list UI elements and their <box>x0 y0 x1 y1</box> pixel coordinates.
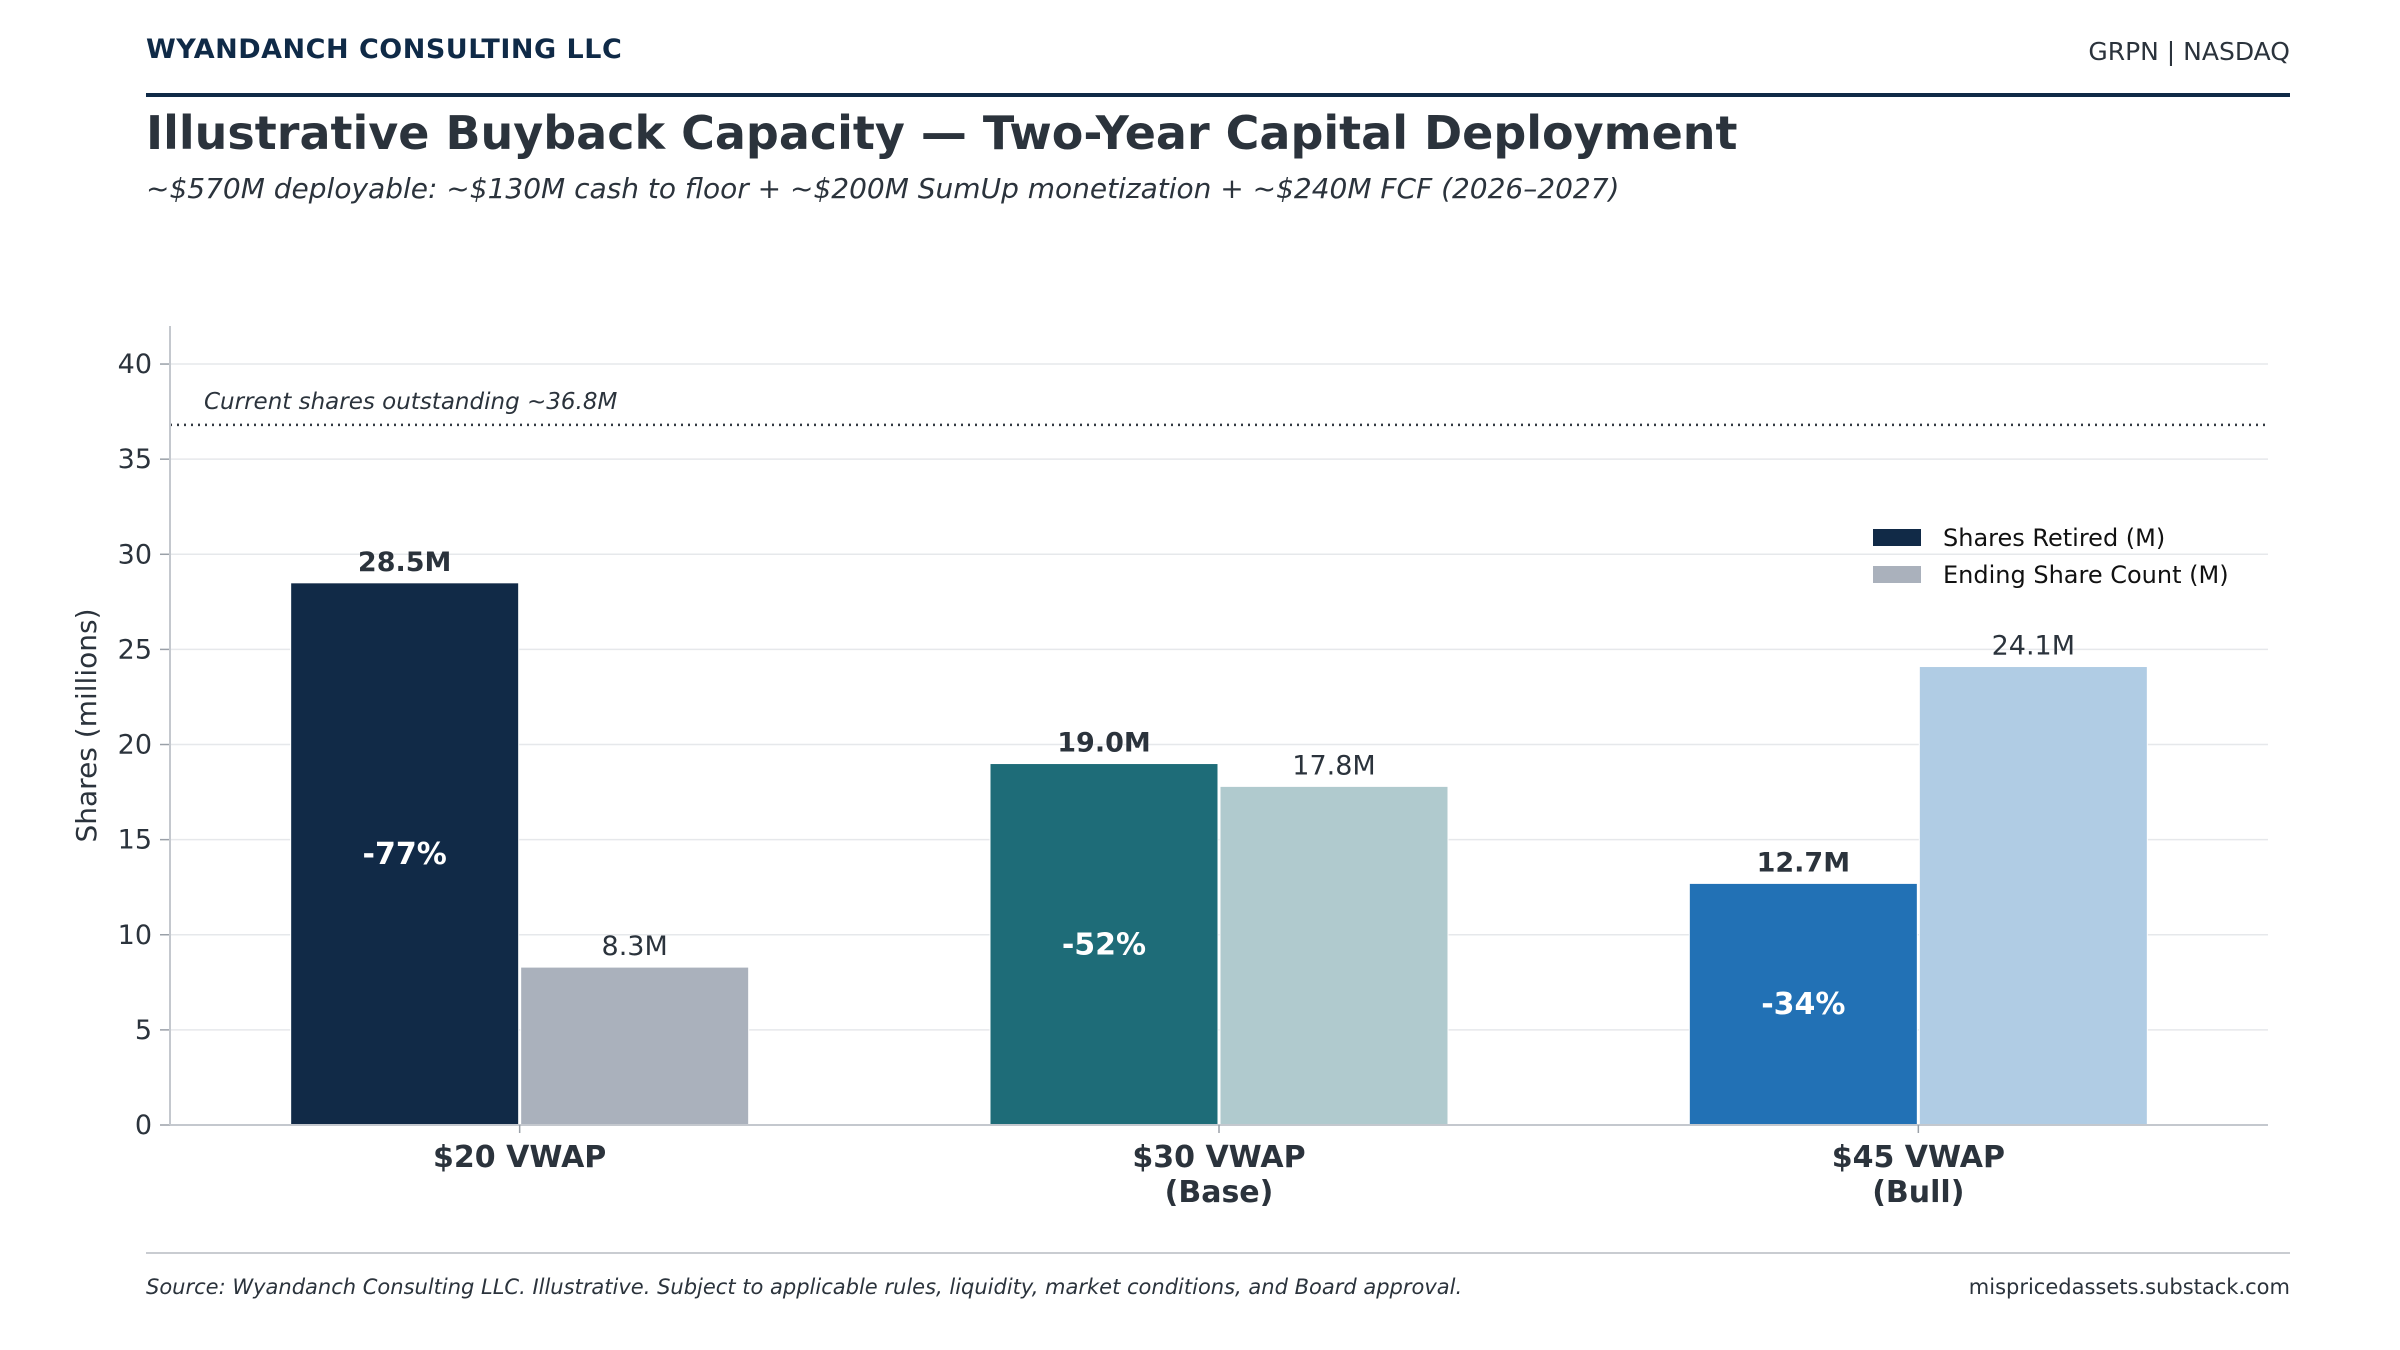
axes: 0 5 10 15 20 25 30 35 40 Shares (millions) $20 VWA… <box>70 326 2268 1210</box>
buyback-bar-chart: Current shares outstanding ~36.8M 28.5M -… <box>70 326 2268 1210</box>
legend-swatch-2 <box>1873 566 1921 583</box>
chart-title: Illustrative Buyback Capacity — Two-Year… <box>146 106 1738 160</box>
bar-percent-label-1: -77% <box>363 837 447 872</box>
x-category-line: $20 VWAP <box>433 1140 606 1175</box>
bar-value-label-ending-2: 17.8M <box>1292 750 1375 781</box>
bar-value-label-retired-1: 28.5M <box>358 547 452 578</box>
bars <box>290 582 2148 1126</box>
reference-line-group: Current shares outstanding ~36.8M <box>170 389 2268 427</box>
source-note: Source: Wyandanch Consulting LLC. Illust… <box>146 1275 1463 1299</box>
x-category-line: $45 VWAP <box>1832 1140 2005 1175</box>
footer-rule <box>146 1252 2290 1254</box>
firm-name: WYANDANCH CONSULTING LLC <box>146 34 623 65</box>
bar-percent-label-2: -52% <box>1062 927 1146 962</box>
y-tick-label-35: 35 <box>118 444 152 475</box>
y-tick-label-0: 0 <box>135 1110 152 1141</box>
y-tick-label-5: 5 <box>135 1015 152 1046</box>
bar-retired-2 <box>989 763 1219 1126</box>
y-axis-label: Shares (millions) <box>70 609 103 843</box>
y-tick-label-25: 25 <box>118 634 152 665</box>
y-tick-label-15: 15 <box>118 825 152 856</box>
bar-labels: 28.5M -77% 8.3M 19.0M -52% 17.8M 12.7M -34% 24.1… <box>358 547 2075 1022</box>
bar-percent-label-3: -34% <box>1761 987 1845 1022</box>
legend-swatch-1 <box>1873 529 1921 546</box>
reference-line-label: Current shares outstanding ~36.8M <box>204 389 617 415</box>
x-category-line: (Base) <box>1165 1175 1274 1210</box>
legend: Shares Retired (M) Ending Share Count (M) <box>1873 524 2229 589</box>
bar-ending-2 <box>1219 785 1449 1126</box>
ticker-label: GRPN | NASDAQ <box>2088 37 2290 66</box>
y-tick-label-10: 10 <box>118 920 152 951</box>
x-category-label-3: $45 VWAP (Bull) <box>1832 1140 2005 1210</box>
header-rule <box>146 93 2290 97</box>
x-category-line: $30 VWAP <box>1132 1140 1305 1175</box>
y-tick-label-40: 40 <box>118 349 152 380</box>
bar-ending-1 <box>520 966 750 1126</box>
bar-retired-3 <box>1688 882 1918 1126</box>
legend-label-2: Ending Share Count (M) <box>1943 561 2229 589</box>
x-category-label-1: $20 VWAP <box>433 1140 606 1175</box>
legend-label-1: Shares Retired (M) <box>1943 524 2165 552</box>
bar-ending-3 <box>1918 666 2148 1126</box>
bar-value-label-retired-2: 19.0M <box>1057 728 1151 759</box>
y-tick-label-20: 20 <box>118 730 152 761</box>
bar-value-label-retired-3: 12.7M <box>1757 847 1851 878</box>
bar-value-label-ending-1: 8.3M <box>602 931 668 962</box>
grid-lines <box>170 363 2268 1031</box>
site-url: mispricedassets.substack.com <box>1968 1275 2290 1299</box>
chart-subtitle: ~$570M deployable: ~$130M cash to floor … <box>146 172 1620 205</box>
bar-value-label-ending-3: 24.1M <box>1992 631 2075 662</box>
x-category-line: (Bull) <box>1872 1175 1964 1210</box>
x-category-label-2: $30 VWAP (Base) <box>1132 1140 1305 1210</box>
y-tick-label-30: 30 <box>118 539 152 570</box>
